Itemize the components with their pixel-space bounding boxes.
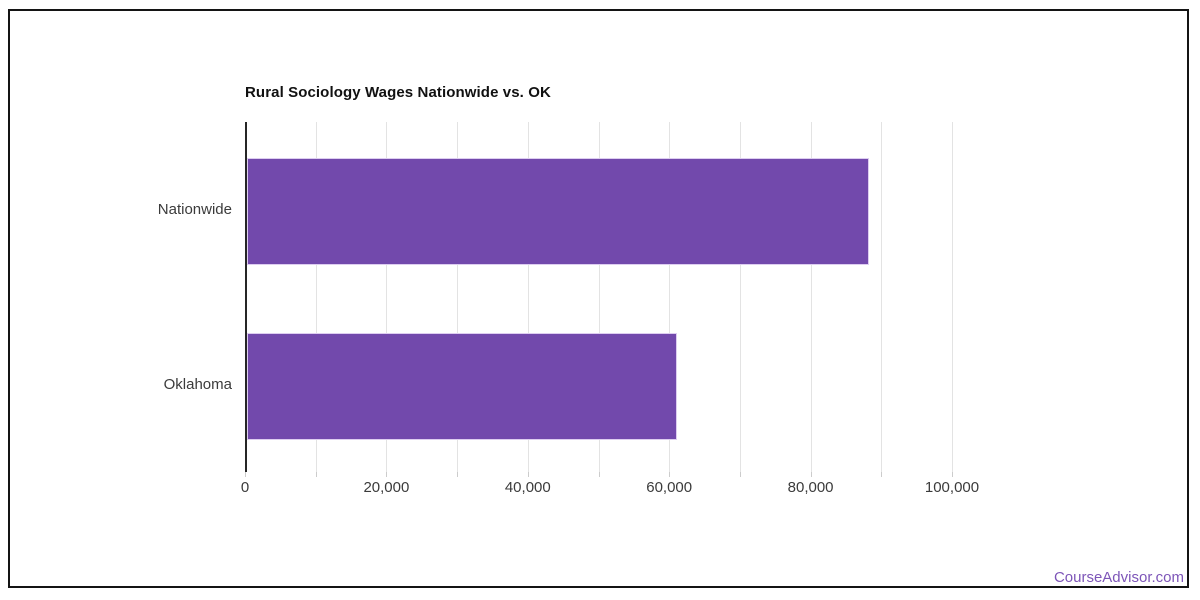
courseadvisor-watermark-link[interactable]: CourseAdvisor.com [1053,569,1184,586]
x-axis-tick-label: 0 [240,479,250,496]
gridline [739,122,741,472]
y-axis-line [245,122,247,472]
x-axis-tick [386,472,388,477]
gridline [881,122,883,472]
x-axis-tick-label: 60,000 [646,479,693,496]
x-axis-tick-label: 100,000 [924,479,980,496]
gridline [527,122,529,472]
category-label-oklahoma: Oklahoma [163,375,232,393]
gridline [810,122,812,472]
gridline [315,122,317,472]
gridline [386,122,388,472]
x-axis-tick [457,472,459,477]
gridline [669,122,671,472]
x-axis-tick [952,472,953,477]
bar-oklahoma[interactable] [247,333,677,440]
x-axis-tick [739,472,741,477]
x-axis-tick-label: 40,000 [504,479,551,496]
category-label-nationwide: Nationwide [157,200,232,218]
plot-area: Nationwide Oklahoma 0 20,000 40,000 60,000 80,… [158,122,1005,496]
bar-nationwide[interactable] [247,158,870,265]
x-axis-tick [527,472,529,477]
x-axis-tick-label: 80,000 [787,479,834,496]
x-axis-tick-label: 20,000 [363,479,410,496]
gridline [457,122,459,472]
gridline [598,122,600,472]
x-axis-tick [810,472,812,477]
x-axis-tick [315,472,317,477]
chart-title: Rural Sociology Wages Nationwide vs. OK [245,84,551,101]
x-axis-tick [669,472,671,477]
x-axis-tick [245,472,246,477]
gridline [952,122,953,472]
x-axis-tick [881,472,883,477]
x-axis-tick [598,472,600,477]
